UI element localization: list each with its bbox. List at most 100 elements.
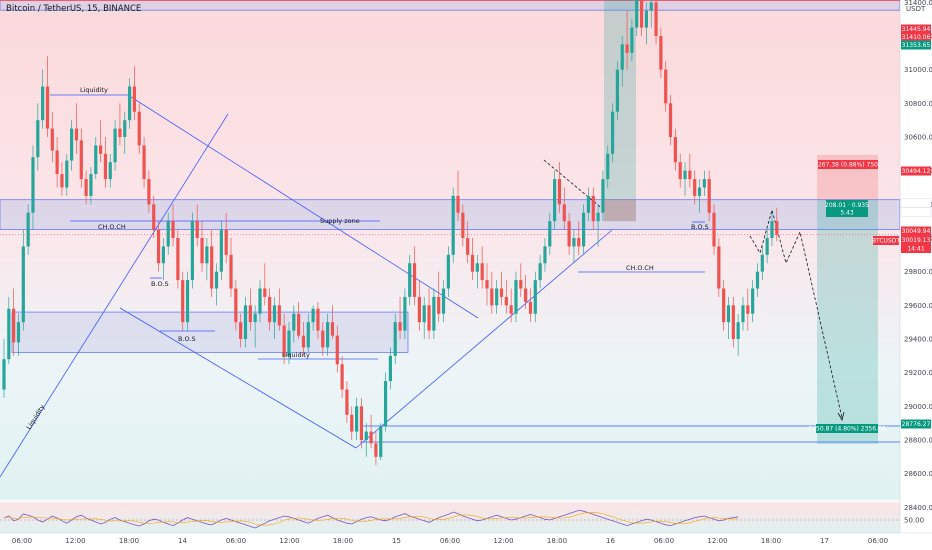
candle-body [553, 179, 557, 222]
candle-body [16, 322, 21, 343]
chart-title: Bitcoin / TetherUS, 15, BINANCE [6, 4, 141, 14]
candle-body [678, 162, 682, 180]
demand-zone [11, 311, 409, 353]
target-area [817, 199, 878, 444]
candle-body [7, 308, 11, 360]
candle-body [60, 174, 64, 188]
candle-body [755, 271, 760, 289]
rsi-line [3, 509, 739, 529]
candle-body [224, 229, 228, 255]
candle-body [548, 221, 552, 247]
time-tick-label: 06:00 [654, 537, 674, 545]
candle-body [161, 246, 165, 264]
candle-body [524, 288, 528, 302]
time-tick-label: 12:00 [493, 537, 513, 545]
candle-body [234, 288, 238, 323]
candle-body [340, 364, 344, 390]
rising-trendline [355, 229, 613, 449]
candle-body [461, 212, 465, 238]
drawings-layer [0, 94, 900, 478]
choch-label-left: CH.O.CH [98, 223, 126, 231]
candle-body [567, 221, 571, 247]
candle-body [2, 359, 6, 390]
badge-30494-text: 30494.12 [902, 168, 931, 175]
candle-body [582, 212, 586, 247]
candle-body [316, 308, 320, 331]
candle-body [427, 305, 431, 331]
candle-body [765, 238, 769, 255]
badge-30049 [901, 226, 931, 236]
candle-body [388, 355, 392, 382]
candle-body [70, 128, 74, 161]
stop-badge-text: 267.38 (0.88%) 750 [818, 162, 878, 169]
price-tick-label: 28600.00 [904, 470, 932, 478]
candle-body [528, 301, 533, 314]
badge-31353-text: 31353.65 [902, 42, 931, 49]
candle-body [12, 308, 16, 343]
candle-body [697, 187, 702, 196]
candle-body [538, 263, 542, 281]
badge-31410-text: 31410.06 [902, 34, 931, 41]
candle-body [292, 313, 296, 331]
candle-body [630, 27, 634, 53]
target-badge-text: 1450.87 (4.80%) 2356.56 [808, 426, 885, 433]
time-tick-label: 18:00 [119, 537, 139, 545]
time-axis[interactable]: 06:00 12:00 18:00 14 06:00 12:00 18:00 15 06:00 1… [12, 537, 888, 545]
badge-31410 [901, 32, 931, 42]
time-tick-label: 17 [820, 537, 829, 545]
candle-body [470, 254, 475, 272]
candle-body [707, 179, 711, 213]
candle-body [466, 238, 470, 255]
candle-body [321, 330, 325, 348]
candle-body [156, 229, 161, 264]
candle-body [214, 271, 219, 289]
plot-background [0, 0, 900, 500]
symbol-badge [873, 236, 899, 245]
time-tick-label: 14 [178, 537, 187, 545]
bos-label-3: B.O.S [691, 223, 709, 231]
candle-body [533, 280, 537, 314]
time-tick-label: 15 [392, 537, 401, 545]
countdown-badge [901, 244, 931, 253]
badge-30494 [901, 166, 931, 176]
candle-body [746, 305, 750, 314]
candle-body [495, 288, 499, 306]
candle-body [45, 86, 50, 129]
candle-body [103, 153, 108, 180]
candle-body [311, 308, 315, 323]
price-tick-label: 29800.00 [904, 268, 932, 276]
candle-body [504, 296, 508, 306]
price-tick-label: 29000.00 [904, 403, 932, 411]
candle-body [601, 179, 605, 213]
candle-body [205, 246, 209, 264]
candle-body [132, 86, 137, 112]
candle-body [263, 288, 267, 297]
price-tick-label: 30800.00 [904, 100, 932, 108]
projection-arrowhead [837, 411, 845, 422]
candle-body [683, 170, 687, 180]
candle-body [326, 322, 330, 348]
candle-body [635, 0, 639, 28]
rsi-ma-line [3, 512, 739, 526]
candle-body [446, 254, 450, 289]
time-tick-label: 12:00 [65, 537, 85, 545]
candle-body [253, 313, 257, 323]
candle-body [456, 195, 460, 213]
countdown-badge-text: 14:41 [907, 246, 924, 253]
badge-30019-text: 30019.13 [902, 237, 931, 244]
time-tick-label: 06:00 [868, 537, 888, 545]
candle-body [359, 406, 364, 440]
candle-body [639, 0, 644, 28]
candle-body [393, 322, 397, 356]
candle-body [514, 280, 518, 314]
candle-body [702, 179, 706, 188]
candle-body [36, 120, 40, 158]
candle-body [74, 128, 79, 141]
candle-body [364, 431, 368, 440]
candle-body [562, 204, 566, 222]
candle-body [412, 263, 417, 297]
bos-label-2: B.O.S [151, 280, 169, 288]
time-tick-label: 18:00 [333, 537, 353, 545]
